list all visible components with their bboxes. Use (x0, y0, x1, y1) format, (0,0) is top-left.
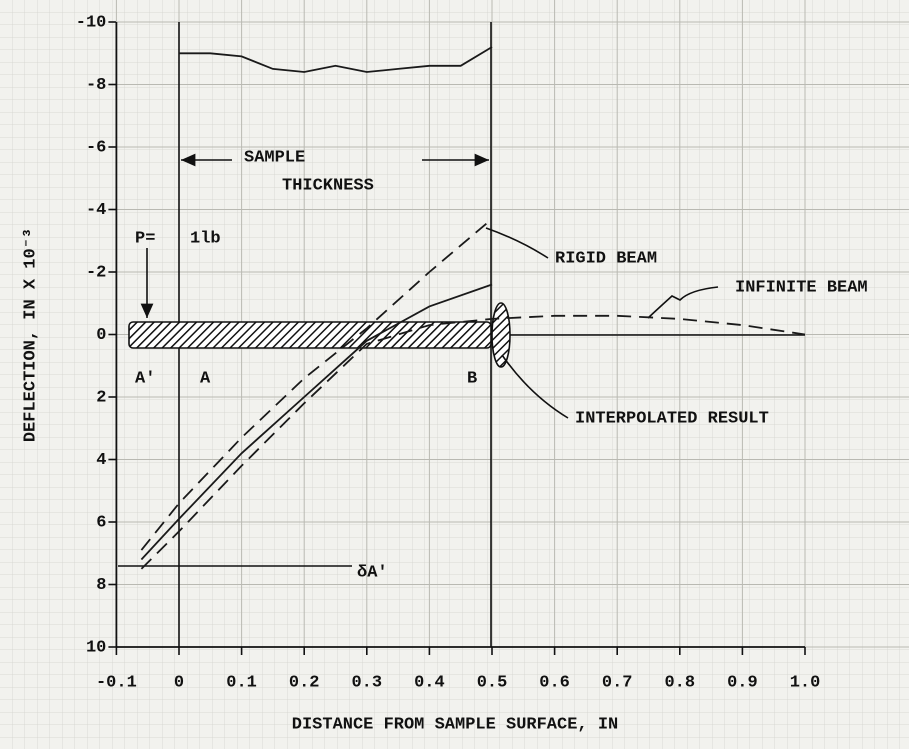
x-tick-label: 0.5 (477, 673, 508, 692)
annotation: 1lb (190, 229, 221, 248)
x-tick-label: 0.1 (226, 673, 257, 692)
series-line (140, 283, 493, 561)
series-line (140, 314, 806, 570)
x-tick-label: 0.9 (727, 673, 758, 692)
x-tick-label: 1.0 (790, 673, 821, 692)
y-axis-label: DEFLECTION, IN X 10⁻³ (20, 228, 40, 442)
annotation: δA' (357, 563, 388, 582)
beam (128, 321, 492, 349)
leader-interpolated (501, 354, 569, 419)
x-tick-label: 0 (174, 673, 184, 692)
x-tick-label: 0.3 (351, 673, 382, 692)
y-tick-label: 4 (96, 451, 106, 470)
y-tick-label: 8 (96, 576, 106, 595)
series-line (140, 218, 493, 551)
annotation: P= (135, 229, 155, 248)
x-axis-label: DISTANCE FROM SAMPLE SURFACE, IN (292, 715, 618, 734)
annotation: SAMPLE (244, 148, 305, 167)
series-label: RIGID BEAM (555, 249, 657, 268)
y-tick-label: 6 (96, 513, 106, 532)
x-tick-label: -0.1 (96, 673, 137, 692)
x-tick-label: 0.6 (539, 673, 570, 692)
x-tick-label: 0.4 (414, 673, 445, 692)
x-tick-label: 0.8 (664, 673, 695, 692)
y-tick-label: 2 (96, 388, 106, 407)
x-tick-label: 0.7 (602, 673, 633, 692)
y-tick-label: -10 (76, 13, 107, 32)
leader-rigid (485, 227, 549, 259)
annotation: A' (135, 369, 155, 388)
leader-infinite (647, 286, 719, 319)
y-tick-label: 10 (86, 638, 106, 657)
y-tick-label: -2 (86, 263, 106, 282)
y-tick-label: 0 (96, 326, 106, 345)
annotation: A (200, 369, 211, 388)
y-tick-label: -6 (86, 138, 106, 157)
y-tick-label: -4 (86, 201, 106, 220)
beam-end (491, 302, 511, 368)
annotation: THICKNESS (282, 176, 374, 195)
series-line (179, 46, 493, 73)
annotation: B (467, 369, 477, 388)
series-label: INTERPOLATED RESULT (575, 409, 769, 428)
y-tick-label: -8 (86, 76, 106, 95)
series-label: INFINITE BEAM (735, 278, 868, 297)
x-tick-label: 0.2 (289, 673, 320, 692)
